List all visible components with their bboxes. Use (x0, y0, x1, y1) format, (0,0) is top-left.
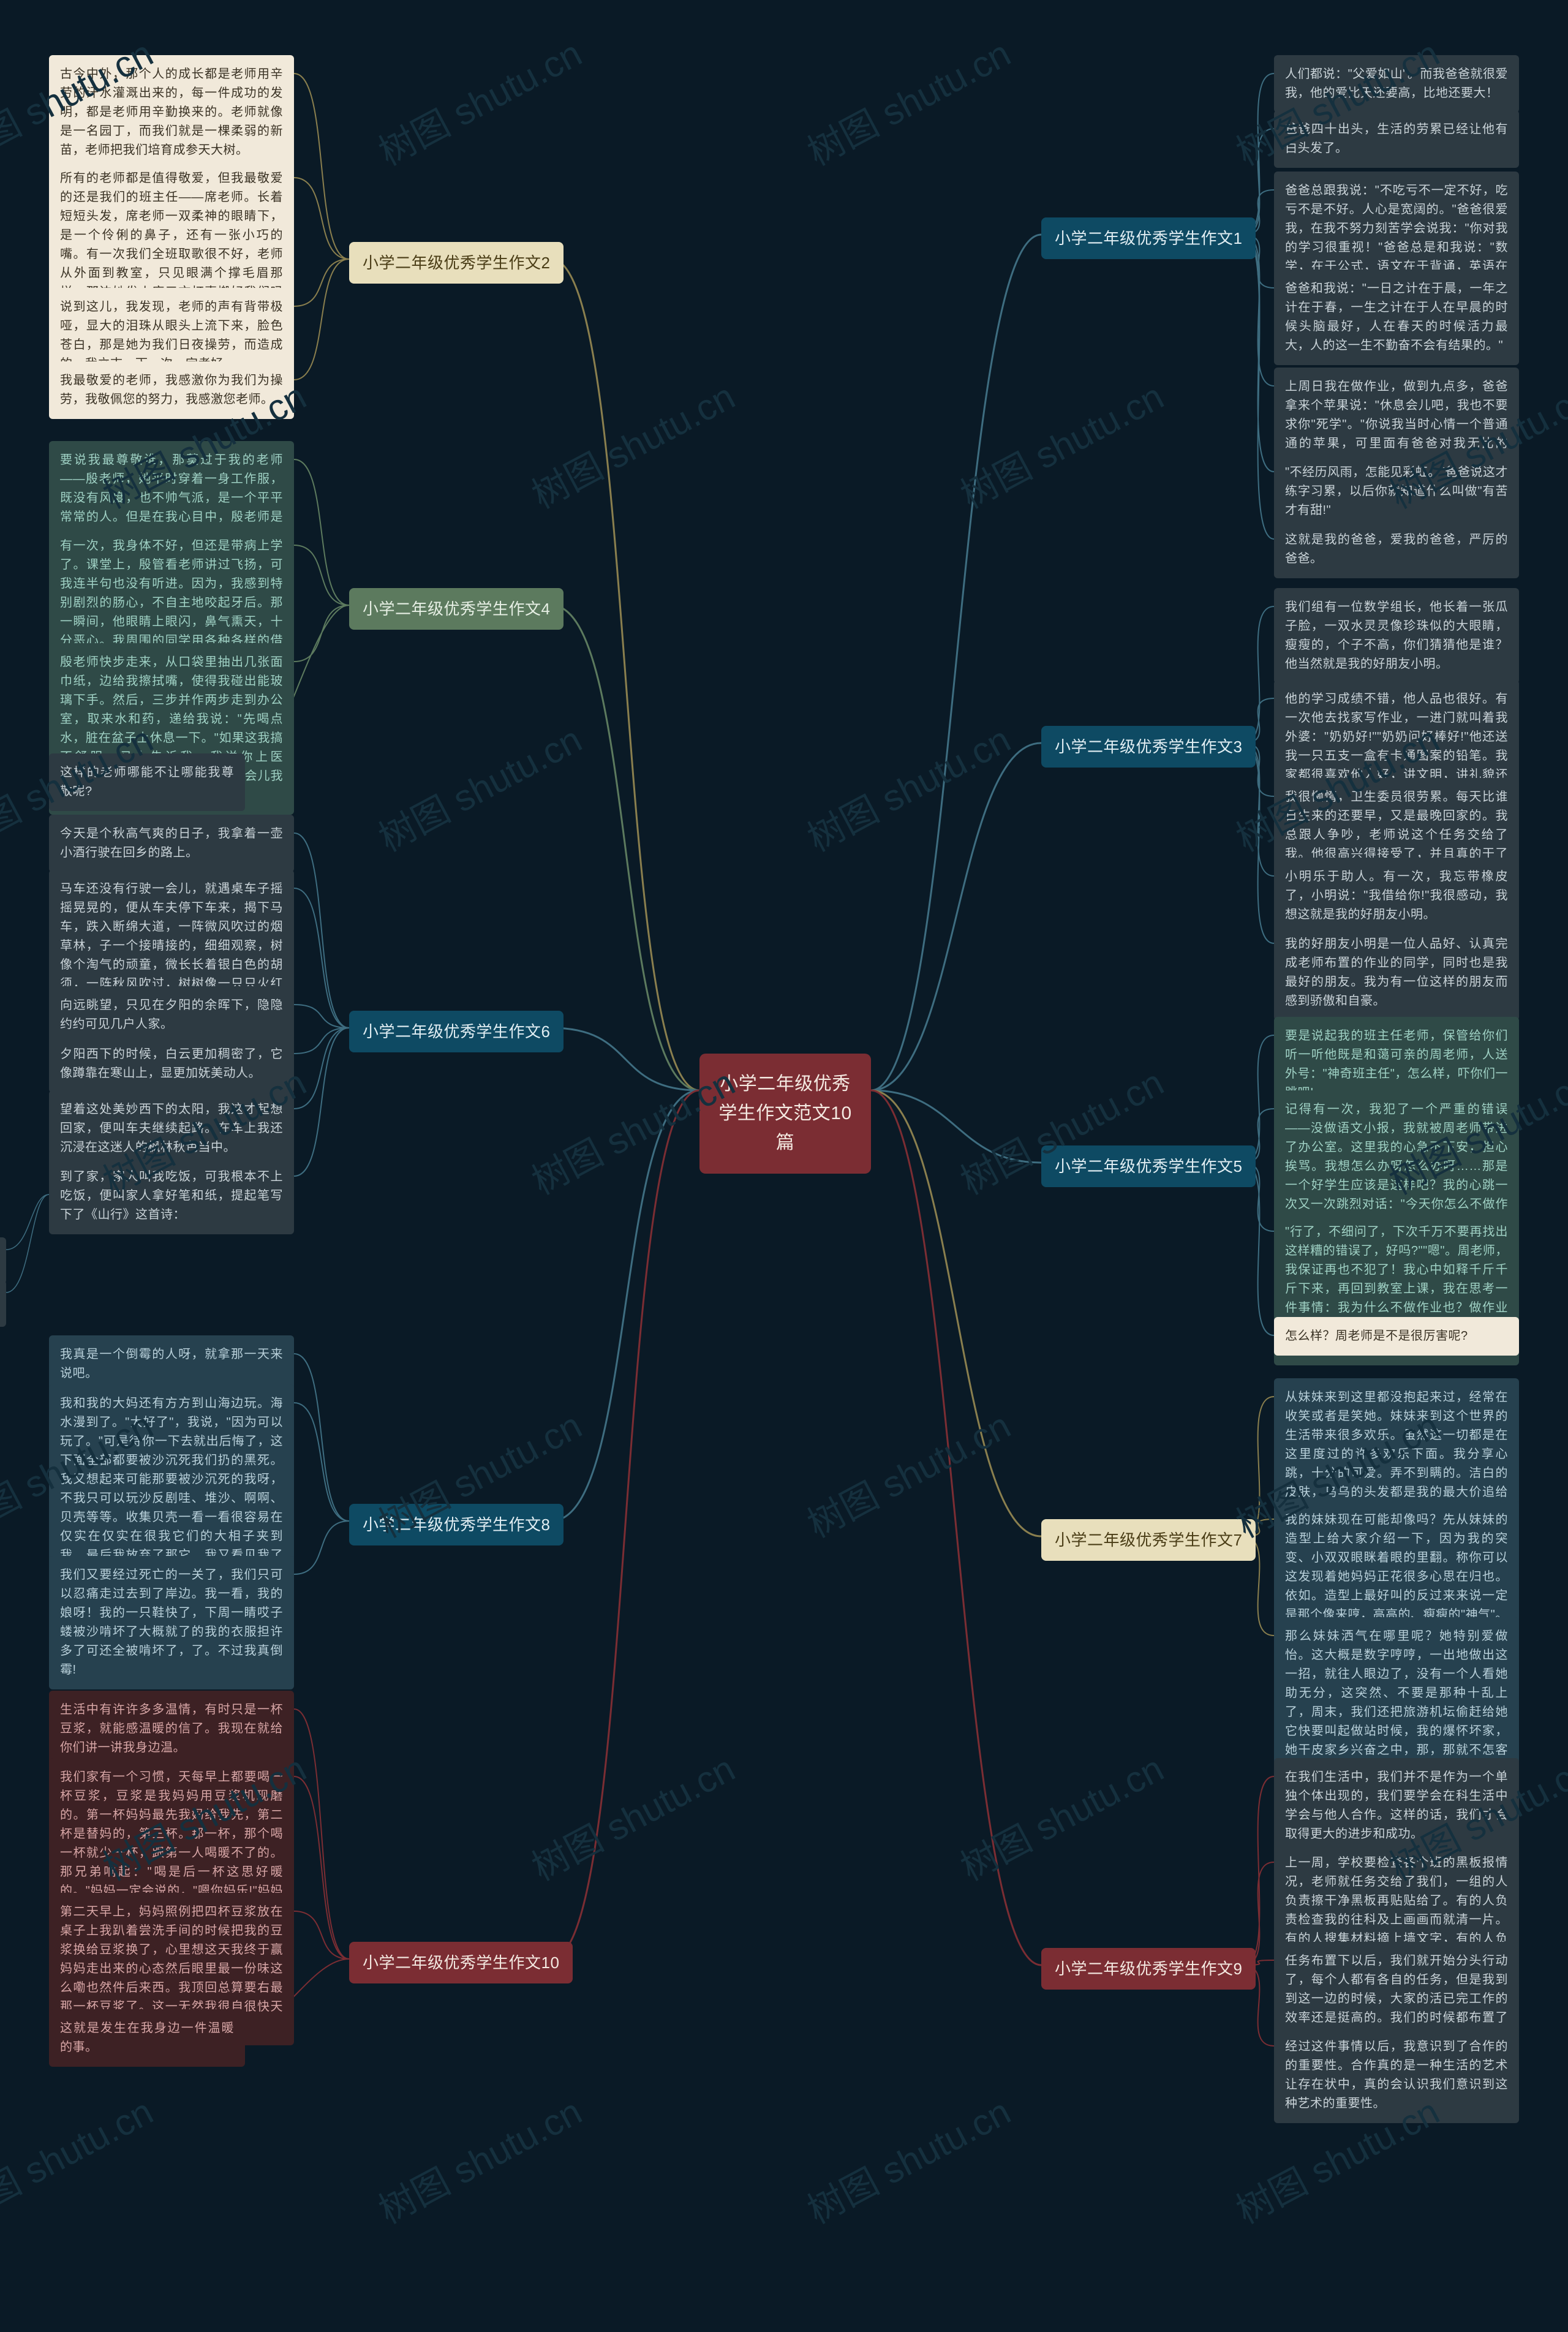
branch-node: 小学二年级优秀学生作文10 (349, 1942, 573, 1983)
leaf-node: 我最敬爱的老师，我感激你为我们为操劳，我敬佩您的努力，我感激您老师。 (49, 361, 294, 419)
leaf-node: 生活中有许许多多温情，有时只是一杯豆浆，就能感温暖的信了。我现在就给你们讲一讲我… (49, 1691, 294, 1767)
branch-node: 小学二年级优秀学生作文9 (1041, 1948, 1256, 1990)
leaf-node: 怎么样？周老师是不是很厉害呢? (1274, 1317, 1519, 1356)
branch-node: 小学二年级优秀学生作文4 (349, 588, 564, 630)
watermark: 树图 shutu.cn (0, 2083, 161, 2234)
leaf-node: 人们都说："父爱如山"。而我爸爸就很爱我，他的爱比天还要高，比地还要大！ (1274, 55, 1519, 113)
branch-node: 小学二年级优秀学生作文1 (1041, 217, 1256, 259)
leaf-node: 这样的老师哪能不让哪能我尊敬呢? (49, 753, 245, 811)
leaf-node: 在我们生活中，我们并不是作为一个单独个体出现的，我们要学会在科生活中学会与他人合… (1274, 1758, 1519, 1854)
branch-node: 小学二年级优秀学生作文8 (349, 1504, 564, 1545)
leaf-node: 我的好朋友小明是一位人品好、认真完成老师布置的作业的同学，同时也是我最好的朋友。… (1274, 925, 1519, 1021)
leaf-node: 古今中外，那个人的成长都是老师用辛劳的汗水灌溉出来的，每一件成功的发明，都是老师… (49, 55, 294, 170)
branch-node: 小学二年级优秀学生作文3 (1041, 726, 1256, 768)
watermark: 树图 shutu.cn (368, 25, 590, 176)
watermark: 树图 shutu.cn (521, 1740, 743, 1891)
watermark: 树图 shutu.cn (950, 1740, 1172, 1891)
leaf-node: "不经历风雨，怎能见彩虹。"爸爸说这才练字习累，以后你就知道什么叫做"有苦才有甜… (1274, 453, 1519, 530)
leaf-node: 小明乐于助人。有一次，我忘带橡皮了，小明说："我借给你!"我很感动，我想这就是我… (1274, 858, 1519, 934)
watermark: 树图 shutu.cn (797, 2083, 1019, 2234)
center-node: 小学二年级优秀学生作文范文10篇 (699, 1054, 871, 1174)
leaf-node: 爸爸四十出头，生活的劳累已经让他有白头发了。 (1274, 110, 1519, 168)
leaf-node: 我们组有一位数学组长，他长着一张瓜子脸，一双水灵灵像珍珠似的大眼睛，瘦瘦的，个子… (1274, 588, 1519, 684)
branch-node: 小学二年级优秀学生作文5 (1041, 1145, 1256, 1187)
branch-node: 小学二年级优秀学生作文2 (349, 242, 564, 284)
leaf-child: 远上寒山石径斜，白云深处有人家。 (0, 1237, 6, 1284)
watermark: 树图 shutu.cn (797, 1397, 1019, 1548)
watermark: 树图 shutu.cn (950, 368, 1172, 519)
watermark: 树图 shutu.cn (368, 711, 590, 862)
leaf-node: 经过这件事情以后，我意识到了合作的的重要性。合作真的是一种生活的艺术让存在状中，… (1274, 2028, 1519, 2123)
leaf-node: 今天是个秋高气爽的日子，我拿着一壶小酒行驶在回乡的路上。 (49, 815, 294, 872)
leaf-node: 爸爸和我说："一日之计在于晨，一年之计在于春，一生之计在于人在早晨的时候头脑最好… (1274, 270, 1519, 365)
watermark: 树图 shutu.cn (521, 368, 743, 519)
leaf-node: 夕阳西下的时候，白云更加稠密了，它像蹲靠在寒山上，显更加妩美动人。 (49, 1035, 294, 1093)
leaf-node: 到了家，家人叫我吃饭，可我根本不上吃饭，便叫家人拿好笔和纸，提起笔写下了《山行》… (49, 1158, 294, 1234)
leaf-child: 停车坐爱枫林晚，霜叶红于二月花。 (0, 1280, 6, 1327)
leaf-node: 这就是我的爸爸，爱我的爸爸，严厉的爸爸。 (1274, 521, 1519, 578)
leaf-node: 望着这处美妙西下的太阳，我这才起想回家，便叫车夫继续起路。在车上我还沉浸在这迷人… (49, 1090, 294, 1167)
leaf-node: 我们又要经过死亡的一关了，我们只可以忍痛走过去到了岸边。我一看，我的娘呀！我的一… (49, 1556, 294, 1689)
watermark: 树图 shutu.cn (797, 25, 1019, 176)
leaf-node: 这就是发生在我身边一件温暖的事。 (49, 2009, 245, 2067)
watermark: 树图 shutu.cn (368, 2083, 590, 2234)
watermark: 树图 shutu.cn (797, 711, 1019, 862)
branch-node: 小学二年级优秀学生作文7 (1041, 1519, 1256, 1561)
branch-node: 小学二年级优秀学生作文6 (349, 1011, 564, 1052)
leaf-node: 我的妹妹现在可能却像吗？先从妹妹的造型上给大家介绍一下，因为我的突变、小双双眼眯… (1274, 1501, 1519, 1634)
